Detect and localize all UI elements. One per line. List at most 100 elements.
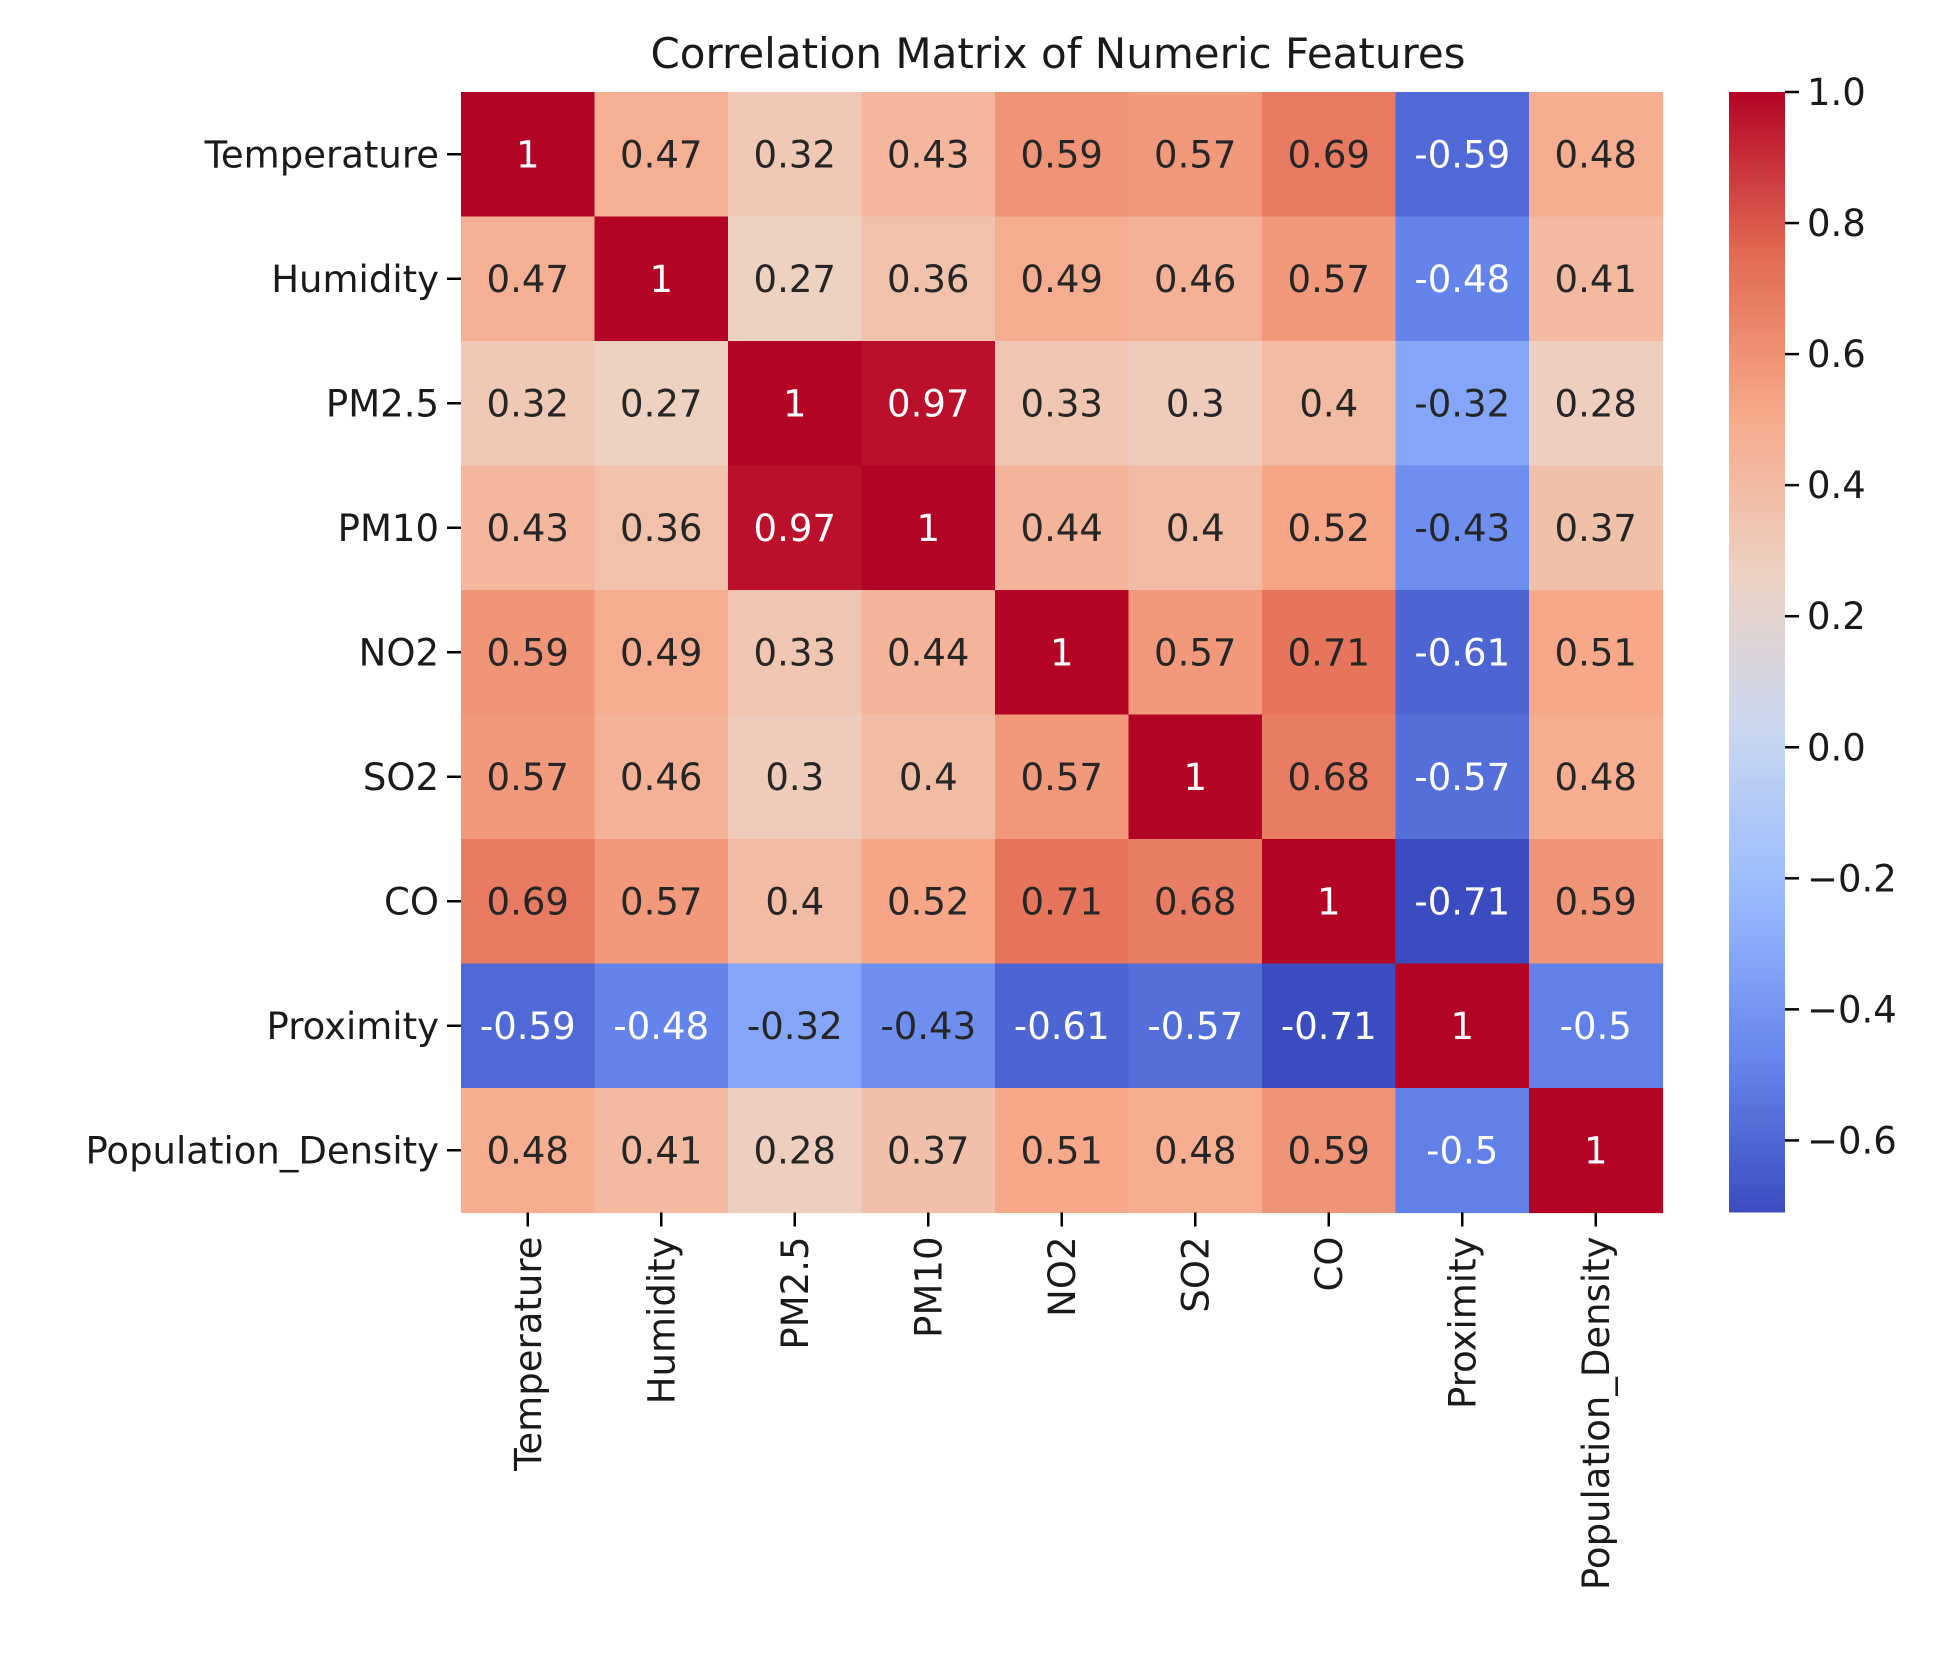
heatmap-cell-label: 0.69 (1288, 133, 1370, 176)
heatmap-cell-label: 0.59 (1555, 880, 1637, 923)
heatmap-cell-humidity-proximity (1395, 216, 1530, 342)
heatmap-cell-population-density-so2 (1128, 1088, 1263, 1214)
heatmap-cell-no2-no2 (995, 590, 1130, 716)
heatmap-cell-temperature-proximity (1395, 92, 1530, 218)
heatmap-cell-label: 0.32 (754, 133, 836, 176)
heatmap-cell-label: 0.28 (754, 1129, 836, 1172)
heatmap-cell-population-density-no2 (995, 1088, 1130, 1214)
heatmap-cell-so2-pm10 (861, 714, 996, 840)
heatmap-cell-label: 0.33 (754, 631, 836, 674)
heatmap-cell-label: -0.43 (880, 1005, 976, 1048)
heatmap-cell-label: -0.59 (1414, 133, 1510, 176)
chart-title: Correlation Matrix of Numeric Features (650, 29, 1465, 78)
heatmap-cell-label: 0.43 (487, 507, 569, 550)
heatmap-cell-label: -0.59 (480, 1005, 576, 1048)
heatmap-cell-label: 0.36 (620, 507, 702, 550)
column-label-so2: SO2 (1174, 1237, 1217, 1313)
heatmap-cell-pm10-no2 (995, 465, 1130, 591)
heatmap-cell-no2-co (1262, 590, 1397, 716)
heatmap-cell-proximity-temperature (461, 963, 596, 1089)
heatmap-cell-pm2-5-proximity (1395, 341, 1530, 467)
heatmap-cell-so2-temperature (461, 714, 596, 840)
heatmap-cell-no2-proximity (1395, 590, 1530, 716)
heatmap-cell-pm2-5-so2 (1128, 341, 1263, 467)
column-tick-labels: Temperature Humidity PM2.5 PM10 NO2 SO2 CO Prox… (507, 1212, 1618, 1590)
heatmap-cell-proximity-no2 (995, 963, 1130, 1089)
heatmap-cell-population-density-temperature (461, 1088, 596, 1214)
heatmap-cell-co-proximity (1395, 839, 1530, 965)
heatmap-cell-temperature-so2 (1128, 92, 1263, 218)
row-label-co: CO (384, 880, 439, 923)
heatmap-cell-proximity-proximity (1395, 963, 1530, 1089)
row-label-no2: NO2 (359, 631, 439, 674)
heatmap-cell-label: 0.47 (487, 258, 569, 301)
heatmap-cell-so2-so2 (1128, 714, 1263, 840)
heatmap-cell-no2-temperature (461, 590, 596, 716)
heatmap-cell-pm2-5-no2 (995, 341, 1130, 467)
heatmap-cell-so2-humidity (594, 714, 729, 840)
heatmap-cell-label: -0.61 (1414, 631, 1510, 674)
heatmap-cell-no2-pm10 (861, 590, 996, 716)
row-tick-labels: Temperature Humidity PM2.5 PM10 NO2 SO2 CO Prox… (85, 133, 461, 1172)
heatmap-cell-pm10-co (1262, 465, 1397, 591)
heatmap-cell-label: -0.5 (1426, 1129, 1498, 1172)
heatmap-cell-label: 0.52 (1288, 507, 1370, 550)
row-label-so2: SO2 (363, 756, 439, 799)
heatmap-cell-label: 1 (783, 382, 807, 425)
heatmap-cell-label: 0.33 (1021, 382, 1103, 425)
heatmap-cell-label: -0.57 (1414, 756, 1510, 799)
heatmap-cell-label: 0.97 (754, 507, 836, 550)
heatmap-cell-temperature-pm10 (861, 92, 996, 218)
colorbar-tick-label: −0.6 (1807, 1119, 1897, 1162)
heatmap-cell-label: 1 (516, 133, 540, 176)
heatmap-cell-label: 0.51 (1021, 1129, 1103, 1172)
heatmap-cell-label: 0.28 (1555, 382, 1637, 425)
column-label-co: CO (1308, 1237, 1351, 1292)
heatmap-cell-label: 0.46 (620, 756, 702, 799)
colorbar-tick-label: 0.8 (1807, 202, 1866, 245)
heatmap-cell-label: 1 (916, 507, 940, 550)
heatmap-cell-so2-no2 (995, 714, 1130, 840)
heatmap-cell-label: -0.61 (1014, 1005, 1110, 1048)
heatmap-cell-proximity-so2 (1128, 963, 1263, 1089)
heatmap-cell-label: 0.41 (620, 1129, 702, 1172)
heatmap-cell-so2-proximity (1395, 714, 1530, 840)
heatmap-cell-temperature-pm2-5 (728, 92, 863, 218)
heatmap-cell-label: 0.41 (1555, 258, 1637, 301)
heatmap-cell-proximity-pm10 (861, 963, 996, 1089)
heatmap-cell-label: 0.48 (1555, 133, 1637, 176)
heatmap-cell-pm10-temperature (461, 465, 596, 591)
heatmap-cell-label: 0.27 (620, 382, 702, 425)
heatmap-cell-no2-humidity (594, 590, 729, 716)
heatmap-cell-label: 0.32 (487, 382, 569, 425)
heatmap-cell-pm2-5-population-density (1529, 341, 1664, 467)
heatmap-cell-label: -0.48 (1414, 258, 1510, 301)
heatmap-cell-pm2-5-pm10 (861, 341, 996, 467)
heatmap-cell-label: -0.5 (1560, 1005, 1632, 1048)
heatmap-cell-proximity-humidity (594, 963, 729, 1089)
heatmap-cell-pm2-5-humidity (594, 341, 729, 467)
colorbar-tick-label: 0.6 (1807, 333, 1866, 376)
heatmap-cell-population-density-pm2-5 (728, 1088, 863, 1214)
heatmap-cell-label: 1 (649, 258, 673, 301)
column-label-no2: NO2 (1041, 1237, 1084, 1317)
heatmap-cell-label: 0.51 (1555, 631, 1637, 674)
heatmap-cell-population-density-population-density (1529, 1088, 1664, 1214)
heatmap-cell-label: 1 (1050, 631, 1074, 674)
heatmap-cell-population-density-co (1262, 1088, 1397, 1214)
colorbar-tick-labels: 1.0 0.8 0.6 0.4 0.2 0.0 −0.2 −0.4 −0.6 (1785, 71, 1897, 1162)
colorbar-tick-label: 0.4 (1807, 464, 1866, 507)
heatmap-cell-label: 0.44 (887, 631, 969, 674)
heatmap-cell-label: 0.68 (1154, 880, 1236, 923)
heatmap-cell-label: 0.57 (1288, 258, 1370, 301)
heatmap-cell-no2-pm2-5 (728, 590, 863, 716)
heatmap-cell-label: 0.59 (1288, 1129, 1370, 1172)
heatmap-cell-humidity-temperature (461, 216, 596, 342)
row-label-population-density: Population_Density (85, 1129, 439, 1172)
colorbar-tick-label: 0.2 (1807, 595, 1866, 638)
heatmap-cell-label: 0.46 (1154, 258, 1236, 301)
heatmap-cell-pm10-humidity (594, 465, 729, 591)
heatmap-cell-label: 0.4 (899, 756, 958, 799)
heatmap-cell-proximity-population-density (1529, 963, 1664, 1089)
